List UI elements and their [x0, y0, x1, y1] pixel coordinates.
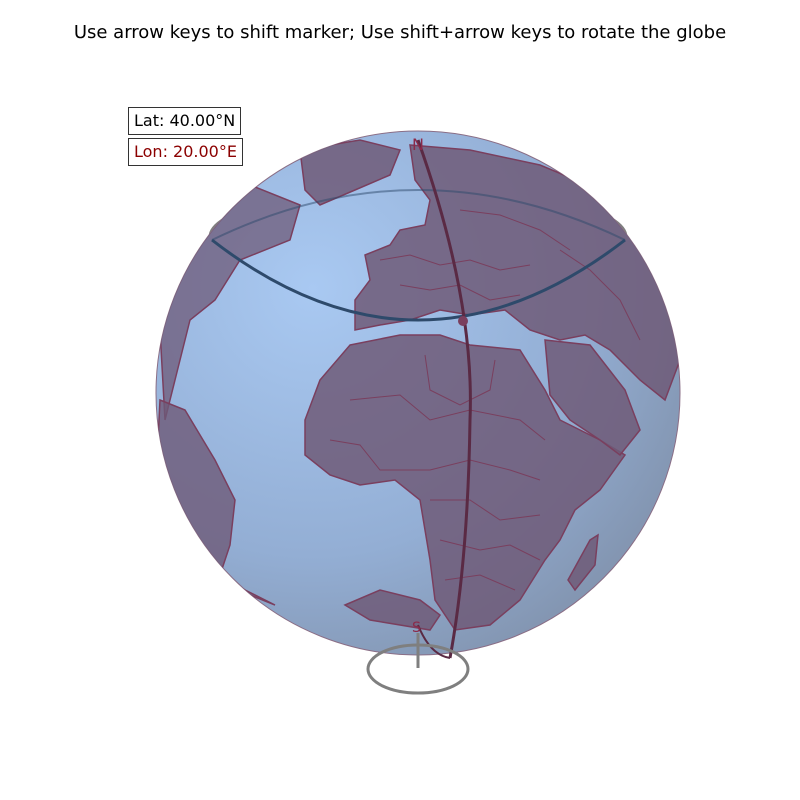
latitude-parallel	[211, 238, 626, 322]
longitude-readout: Lon: 20.00°E	[128, 138, 243, 166]
antarctica-shape	[343, 589, 442, 631]
south-axis-ring	[366, 643, 470, 695]
continents	[157, 139, 680, 631]
instruction-title: Use arrow keys to shift marker; Use shif…	[73, 22, 727, 43]
longitude-meridian-south	[417, 624, 451, 659]
arabia-shape	[544, 339, 641, 457]
greenland-shape	[299, 139, 402, 206]
north-pole-label: N	[412, 135, 424, 154]
africa-shape	[304, 334, 627, 631]
latitude-readout: Lat: 40.00°N	[128, 107, 242, 135]
madagascar-shape	[567, 533, 599, 592]
position-marker[interactable]	[458, 316, 468, 326]
south-pole-label: S	[412, 620, 421, 636]
latitude-parallel-back	[211, 189, 626, 241]
longitude-meridian	[416, 139, 472, 659]
